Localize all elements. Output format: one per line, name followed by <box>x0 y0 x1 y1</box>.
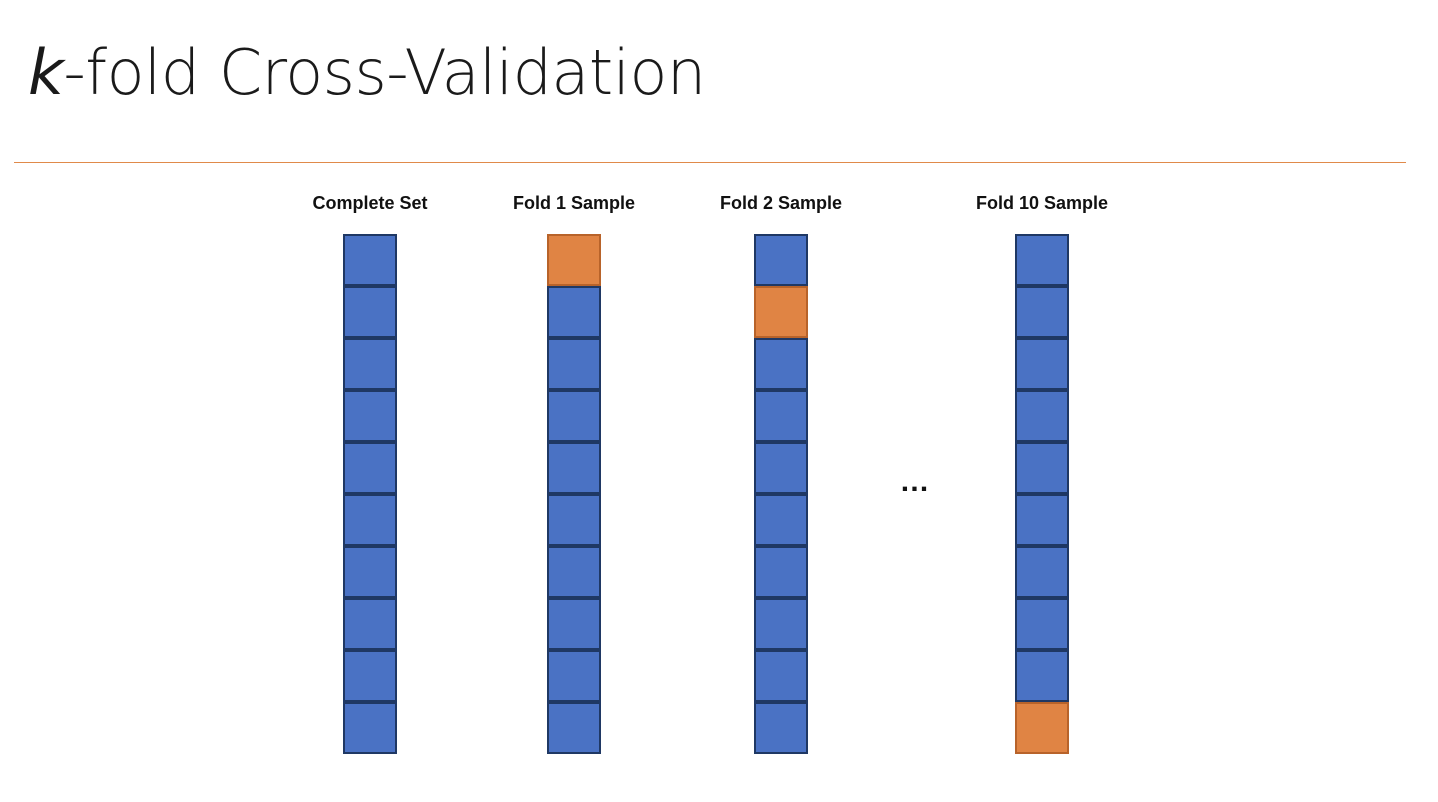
fold-stack <box>1015 234 1069 754</box>
train-fold-cell <box>343 702 397 754</box>
train-fold-cell <box>1015 286 1069 338</box>
test-fold-cell <box>1015 702 1069 754</box>
test-fold-cell <box>754 286 808 338</box>
train-fold-cell <box>1015 338 1069 390</box>
title-variable-k: k <box>28 36 64 109</box>
train-fold-cell <box>754 234 808 286</box>
fold-stack <box>754 234 808 754</box>
train-fold-cell <box>547 286 601 338</box>
train-fold-cell <box>547 442 601 494</box>
slide-title: k-fold Cross-Validation <box>28 28 706 118</box>
train-fold-cell <box>754 546 808 598</box>
train-fold-cell <box>754 442 808 494</box>
train-fold-cell <box>343 494 397 546</box>
train-fold-cell <box>343 390 397 442</box>
train-fold-cell <box>1015 546 1069 598</box>
train-fold-cell <box>547 390 601 442</box>
train-fold-cell <box>754 650 808 702</box>
train-fold-cell <box>1015 442 1069 494</box>
train-fold-cell <box>1015 494 1069 546</box>
train-fold-cell <box>1015 390 1069 442</box>
train-fold-cell <box>754 494 808 546</box>
train-fold-cell <box>343 598 397 650</box>
column-label: Fold 1 Sample <box>512 193 636 213</box>
column-label: Complete Set <box>312 193 428 213</box>
column-label: Fold 10 Sample <box>975 193 1109 213</box>
train-fold-cell <box>547 546 601 598</box>
train-fold-cell <box>1015 650 1069 702</box>
train-fold-cell <box>547 702 601 754</box>
train-fold-cell <box>343 442 397 494</box>
train-fold-cell <box>754 598 808 650</box>
fold-stack <box>547 234 601 754</box>
train-fold-cell <box>547 338 601 390</box>
train-fold-cell <box>343 338 397 390</box>
train-fold-cell <box>754 338 808 390</box>
ellipsis-more-folds: … <box>899 465 931 498</box>
train-fold-cell <box>547 598 601 650</box>
title-text: -fold Cross-Validation <box>63 36 706 109</box>
train-fold-cell <box>343 650 397 702</box>
train-fold-cell <box>343 286 397 338</box>
train-fold-cell <box>754 702 808 754</box>
column-label: Fold 2 Sample <box>719 193 843 213</box>
fold-stack <box>343 234 397 754</box>
train-fold-cell <box>1015 598 1069 650</box>
title-underline-rule <box>14 162 1406 163</box>
train-fold-cell <box>343 546 397 598</box>
train-fold-cell <box>547 494 601 546</box>
test-fold-cell <box>547 234 601 286</box>
train-fold-cell <box>754 390 808 442</box>
train-fold-cell <box>343 234 397 286</box>
train-fold-cell <box>547 650 601 702</box>
train-fold-cell <box>1015 234 1069 286</box>
